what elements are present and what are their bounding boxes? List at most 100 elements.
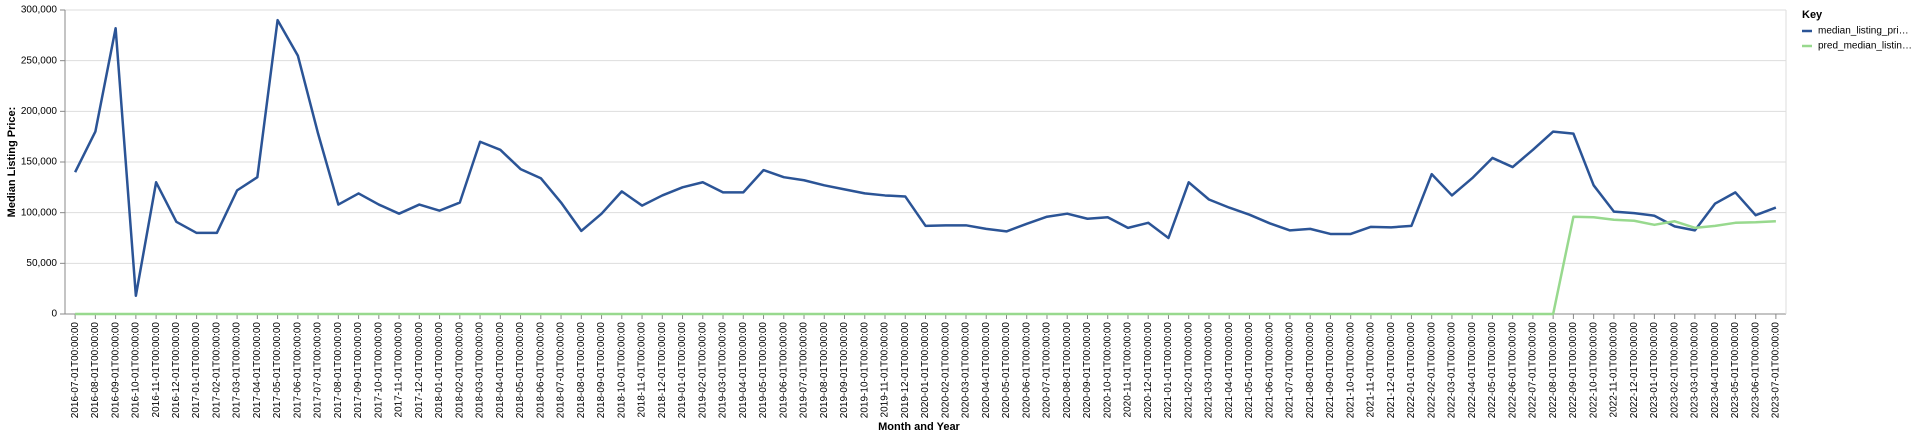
legend-label: median_listing_pri…	[1818, 26, 1909, 37]
legend-title: Key	[1802, 9, 1823, 21]
x-tick-label: 2020-10-01T00:00:00	[1102, 322, 1113, 419]
x-tick-label: 2019-09-01T00:00:00	[839, 322, 850, 419]
x-tick-label: 2019-02-01T00:00:00	[697, 322, 708, 419]
series-line	[74, 18, 1777, 298]
x-tick-label: 2018-06-01T00:00:00	[535, 322, 546, 419]
x-tick-label: 2022-12-01T00:00:00	[1629, 322, 1640, 419]
x-tick-label: 2020-06-01T00:00:00	[1021, 322, 1032, 419]
x-tick-label: 2021-06-01T00:00:00	[1264, 322, 1275, 419]
y-tick-label: 300,000	[21, 5, 58, 16]
x-tick-label: 2021-05-01T00:00:00	[1244, 322, 1255, 419]
x-tick-label: 2023-01-01T00:00:00	[1649, 322, 1660, 419]
y-tick-label: 150,000	[21, 157, 58, 168]
x-tick-label: 2017-12-01T00:00:00	[414, 322, 425, 419]
x-tick-label: 2022-09-01T00:00:00	[1568, 322, 1579, 419]
x-tick-label: 2017-11-01T00:00:00	[394, 322, 405, 418]
x-tick-label: 2017-06-01T00:00:00	[292, 322, 303, 419]
x-axis-title: Month and Year	[878, 421, 960, 433]
x-tick-label: 2020-01-01T00:00:00	[920, 322, 931, 419]
x-tick-label: 2021-03-01T00:00:00	[1204, 322, 1215, 419]
x-tick-label: 2022-06-01T00:00:00	[1507, 322, 1518, 419]
x-tick-label: 2023-07-01T00:00:00	[1771, 322, 1782, 419]
x-tick-label: 2016-12-01T00:00:00	[171, 322, 182, 419]
y-axis-title: Median Listing Price:	[6, 107, 18, 218]
x-tick-label: 2023-02-01T00:00:00	[1669, 322, 1680, 419]
x-tick-label: 2019-10-01T00:00:00	[859, 322, 870, 419]
x-tick-label: 2023-04-01T00:00:00	[1710, 322, 1721, 419]
x-tick-label: 2019-08-01T00:00:00	[819, 322, 830, 419]
x-tick-label: 2021-11-01T00:00:00	[1366, 322, 1377, 418]
x-tick-label: 2021-02-01T00:00:00	[1183, 322, 1194, 419]
x-tick-label: 2017-04-01T00:00:00	[252, 322, 263, 419]
x-tick-label: 2020-09-01T00:00:00	[1082, 322, 1093, 419]
x-tick-label: 2016-11-01T00:00:00	[151, 322, 162, 418]
x-tick-label: 2022-10-01T00:00:00	[1588, 322, 1599, 419]
x-tick-label: 2018-02-01T00:00:00	[454, 322, 465, 419]
x-tick-label: 2023-06-01T00:00:00	[1750, 322, 1761, 419]
y-tick-label: 50,000	[26, 258, 57, 269]
x-tick-label: 2020-08-01T00:00:00	[1062, 322, 1073, 419]
y-tick-label: 250,000	[21, 55, 58, 66]
y-tick-label: 200,000	[21, 106, 58, 117]
x-tick-label: 2019-05-01T00:00:00	[758, 322, 769, 419]
legend-label: pred_median_listin…	[1818, 41, 1912, 52]
x-tick-label: 2022-03-01T00:00:00	[1447, 322, 1458, 419]
x-tick-label: 2019-12-01T00:00:00	[900, 322, 911, 419]
x-tick-label: 2016-10-01T00:00:00	[131, 322, 142, 419]
x-tick-label: 2019-01-01T00:00:00	[677, 322, 688, 419]
y-tick-label: 0	[51, 309, 57, 320]
x-tick-label: 2016-08-01T00:00:00	[90, 322, 101, 419]
x-tick-label: 2023-03-01T00:00:00	[1690, 322, 1701, 419]
x-tick-label: 2022-05-01T00:00:00	[1487, 322, 1498, 419]
x-tick-label: 2018-03-01T00:00:00	[475, 322, 486, 419]
x-tick-label: 2018-09-01T00:00:00	[596, 322, 607, 419]
x-tick-label: 2021-01-01T00:00:00	[1163, 322, 1174, 419]
x-tick-label: 2017-10-01T00:00:00	[373, 322, 384, 419]
x-tick-label: 2017-02-01T00:00:00	[211, 322, 222, 419]
x-tick-label: 2017-05-01T00:00:00	[272, 322, 283, 419]
x-tick-label: 2021-07-01T00:00:00	[1285, 322, 1296, 419]
x-tick-label: 2023-05-01T00:00:00	[1730, 322, 1741, 419]
x-tick-label: 2020-04-01T00:00:00	[981, 322, 992, 419]
x-tick-label: 2020-02-01T00:00:00	[940, 322, 951, 419]
series-line	[75, 215, 1776, 316]
x-tick-label: 2017-07-01T00:00:00	[313, 322, 324, 419]
x-tick-label: 2020-05-01T00:00:00	[1001, 322, 1012, 419]
x-tick-label: 2016-07-01T00:00:00	[70, 322, 81, 419]
x-tick-label: 2018-07-01T00:00:00	[556, 322, 567, 419]
x-tick-label: 2022-08-01T00:00:00	[1548, 322, 1559, 419]
x-tick-label: 2018-04-01T00:00:00	[495, 322, 506, 419]
x-tick-label: 2018-01-01T00:00:00	[434, 322, 445, 419]
x-tick-label: 2016-09-01T00:00:00	[110, 322, 121, 419]
x-tick-label: 2019-11-01T00:00:00	[880, 322, 891, 418]
x-tick-label: 2021-12-01T00:00:00	[1386, 322, 1397, 419]
x-tick-label: 2018-10-01T00:00:00	[616, 322, 627, 419]
x-tick-label: 2021-04-01T00:00:00	[1224, 322, 1235, 419]
x-tick-label: 2018-08-01T00:00:00	[576, 322, 587, 419]
x-tick-label: 2017-09-01T00:00:00	[353, 322, 364, 419]
x-tick-label: 2018-12-01T00:00:00	[657, 322, 668, 419]
x-tick-label: 2021-09-01T00:00:00	[1325, 322, 1336, 419]
x-tick-label: 2017-03-01T00:00:00	[232, 322, 243, 419]
x-tick-label: 2022-04-01T00:00:00	[1467, 322, 1478, 419]
x-tick-label: 2022-11-01T00:00:00	[1609, 322, 1620, 418]
x-tick-label: 2021-10-01T00:00:00	[1345, 322, 1356, 419]
x-tick-label: 2019-07-01T00:00:00	[799, 322, 810, 419]
x-tick-label: 2020-03-01T00:00:00	[961, 322, 972, 419]
x-tick-label: 2022-02-01T00:00:00	[1426, 322, 1437, 419]
x-tick-label: 2021-08-01T00:00:00	[1305, 322, 1316, 419]
x-tick-label: 2018-11-01T00:00:00	[637, 322, 648, 418]
x-tick-label: 2020-12-01T00:00:00	[1143, 322, 1154, 419]
x-tick-label: 2018-05-01T00:00:00	[515, 322, 526, 419]
x-tick-label: 2022-07-01T00:00:00	[1528, 322, 1539, 419]
x-tick-label: 2019-04-01T00:00:00	[738, 322, 749, 419]
y-tick-label: 100,000	[21, 207, 58, 218]
x-tick-label: 2019-03-01T00:00:00	[718, 322, 729, 419]
x-tick-label: 2019-06-01T00:00:00	[778, 322, 789, 419]
x-tick-label: 2017-01-01T00:00:00	[191, 322, 202, 419]
x-tick-label: 2017-08-01T00:00:00	[333, 322, 344, 419]
x-tick-label: 2020-07-01T00:00:00	[1042, 322, 1053, 419]
x-tick-label: 2020-11-01T00:00:00	[1123, 322, 1134, 418]
x-tick-label: 2022-01-01T00:00:00	[1406, 322, 1417, 419]
